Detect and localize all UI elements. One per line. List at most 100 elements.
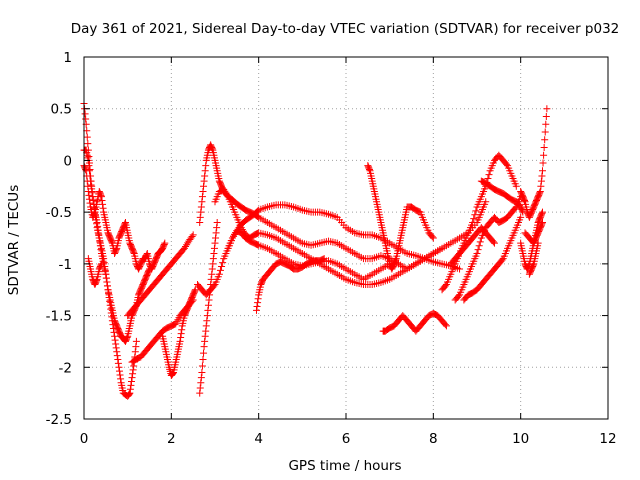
data-point (213, 218, 221, 226)
data-point (475, 242, 483, 250)
data-point (82, 115, 90, 123)
series-arc-19 (460, 213, 525, 304)
data-point (254, 241, 262, 249)
data-point (512, 182, 520, 190)
data-point (97, 260, 105, 268)
data-point (484, 175, 492, 183)
series-arc-4 (84, 255, 105, 289)
data-point (221, 187, 229, 195)
data-point (127, 378, 135, 386)
data-point (472, 207, 480, 215)
data-point (201, 167, 209, 175)
data-point (541, 128, 549, 136)
data-point (183, 241, 191, 249)
data-point (176, 337, 184, 345)
data-point (87, 181, 95, 189)
data-point (198, 198, 206, 206)
data-point (392, 256, 400, 264)
series-arc-24 (525, 239, 542, 278)
data-point (197, 203, 205, 211)
data-point (126, 385, 134, 393)
data-point (203, 312, 211, 320)
data-point (469, 218, 477, 226)
data-point (112, 246, 120, 254)
data-point (203, 317, 211, 325)
x-tick-label: 12 (599, 431, 616, 447)
data-point (252, 306, 260, 314)
data-point (543, 105, 551, 113)
data-point (212, 234, 220, 242)
data-point (93, 218, 101, 226)
series-arc-16 (438, 151, 520, 294)
data-point (538, 172, 546, 180)
x-tick-label: 2 (167, 431, 176, 447)
data-point (113, 352, 121, 360)
data-point (160, 240, 168, 248)
data-point (254, 207, 262, 215)
data-point (490, 239, 498, 247)
series-arc-8 (196, 218, 221, 397)
data-point (199, 187, 207, 195)
data-point (456, 265, 464, 273)
data-point (125, 390, 133, 398)
ticks (83, 56, 609, 420)
data-point (99, 200, 107, 208)
data-point (129, 370, 137, 378)
data-point (96, 238, 104, 246)
data-point (111, 332, 119, 340)
data-point (82, 165, 90, 173)
data-point (95, 230, 103, 238)
data-point (202, 162, 210, 170)
data-point (489, 238, 497, 246)
data-point (205, 296, 213, 304)
data-point (196, 389, 204, 397)
data-point (196, 213, 204, 221)
data-point (231, 230, 239, 238)
data-point (197, 208, 205, 216)
data-point (178, 326, 186, 334)
data-point (182, 243, 190, 251)
y-tick-label: -1 (59, 257, 72, 273)
series-arc-23 (521, 218, 546, 247)
data-point (84, 140, 92, 148)
data-point (84, 182, 92, 190)
data-point (168, 370, 176, 378)
data-point (189, 231, 197, 239)
data-point (220, 185, 228, 193)
data-point (518, 207, 526, 215)
data-point (485, 171, 493, 179)
data-point (83, 133, 91, 141)
data-point (429, 234, 437, 242)
data-point (125, 391, 133, 399)
data-point (537, 177, 545, 185)
data-point (211, 239, 219, 247)
series-arc-10 (194, 201, 464, 299)
data-point (454, 292, 462, 300)
x-tick-label: 6 (342, 431, 351, 447)
data-point (113, 348, 121, 356)
data-point (476, 238, 484, 246)
data-point (210, 250, 218, 258)
data-point (540, 151, 548, 159)
data-point (161, 239, 169, 247)
data-point (320, 255, 328, 263)
data-point (254, 295, 262, 303)
x-tick-label: 0 (80, 431, 89, 447)
data-point (191, 286, 199, 294)
data-point (541, 136, 549, 144)
data-point (201, 172, 209, 180)
series-arc-3 (80, 162, 169, 273)
data-point (219, 259, 227, 267)
data-point (223, 191, 231, 199)
data-point (539, 218, 546, 226)
data-point (200, 177, 208, 185)
data-point (198, 193, 206, 201)
data-point (197, 379, 205, 387)
data-point (201, 332, 209, 340)
data-point (198, 368, 206, 376)
data-point (539, 167, 546, 175)
data-point (210, 244, 218, 252)
data-point (207, 275, 215, 283)
data-point (204, 301, 212, 309)
data-point (94, 226, 102, 234)
